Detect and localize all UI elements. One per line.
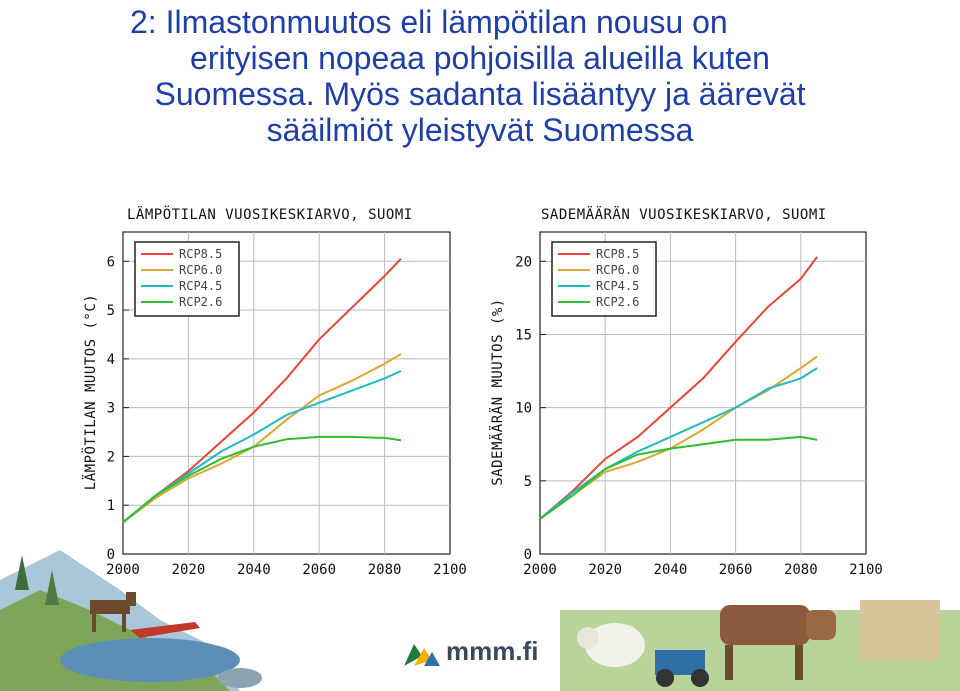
legend-label: RCP8.5 [179, 247, 222, 261]
lake [60, 638, 240, 682]
fish-icon [218, 668, 262, 688]
title-line-4: sääilmiöt yleistyvät Suomessa [266, 112, 694, 148]
x-tick-label: 2080 [368, 562, 402, 578]
y-tick-label: 1 [107, 498, 115, 514]
series-line-RCP60 [539, 355, 818, 520]
legend-label: RCP4.5 [179, 279, 222, 293]
y-axis-label: LÄMPÖTILAN MUUTOS (°C) [81, 294, 99, 490]
x-tick-label: 2000 [106, 562, 140, 578]
y-tick-label: 3 [107, 401, 115, 417]
y-tick-label: 5 [107, 303, 115, 319]
canoe-icon [130, 622, 200, 638]
y-tick-label: 20 [515, 254, 532, 270]
title-line-3: Suomessa. Myös sadanta lisääntyy ja ääre… [154, 76, 806, 112]
horse-icon [860, 600, 940, 660]
legend-label: RCP8.5 [596, 247, 639, 261]
title-line-2: erityisen nopeaa pohjoisilla alueilla ku… [190, 40, 770, 76]
x-tick-label: 2100 [849, 562, 883, 578]
series-line-RCP45 [122, 370, 402, 524]
plot-frame [122, 231, 451, 555]
y-tick-label: 0 [524, 547, 532, 563]
x-tick-label: 2040 [237, 562, 271, 578]
tree-icon [45, 570, 59, 605]
y-tick-label: 5 [524, 474, 532, 490]
series-line-RCP85 [539, 256, 818, 520]
plot-frame [539, 231, 867, 555]
x-tick-label: 2060 [719, 562, 753, 578]
legend-label: RCP4.5 [596, 279, 639, 293]
y-tick-label: 2 [107, 449, 115, 465]
y-tick-label: 4 [107, 352, 115, 368]
chart-title: LÄMPÖTILAN VUOSIKESKIARVO, SUOMI [127, 205, 413, 223]
chart-title: SADEMÄÄRÄN VUOSIKESKIARVO, SUOMI [541, 205, 827, 223]
x-tick-label: 2020 [588, 562, 622, 578]
series-line-RCP26 [539, 435, 818, 520]
series-line-RCP60 [122, 353, 402, 524]
cow-icon [720, 605, 836, 680]
legend-label: RCP2.6 [596, 295, 639, 309]
x-tick-label: 2040 [654, 562, 688, 578]
ministry-logo: mmm.fi [404, 636, 538, 667]
footer-illustration [0, 550, 960, 691]
series-line-RCP26 [122, 435, 402, 524]
x-tick-label: 2080 [784, 562, 818, 578]
y-tick-label: 15 [515, 327, 532, 343]
x-tick-label: 2000 [523, 562, 557, 578]
logo-text: mmm.fi [446, 636, 539, 666]
y-axis-label: SADEMÄÄRÄN MUUTOS (%) [488, 298, 506, 486]
series-line-RCP45 [539, 367, 818, 520]
logo-mark-icon [404, 643, 440, 666]
slide-title: 2: Ilmastonmuutos eli lämpötilan nousu o… [40, 4, 920, 148]
legend-label: RCP6.0 [179, 263, 222, 277]
legend-label: RCP2.6 [179, 295, 222, 309]
x-tick-label: 2100 [433, 562, 467, 578]
x-tick-label: 2020 [172, 562, 206, 578]
y-tick-label: 0 [107, 547, 115, 563]
chart-2: 2000 2020 2040 2060 2080 2100 0 5 10 15 20 SADEMÄÄR… [488, 205, 883, 578]
tractor-icon [655, 650, 709, 687]
chart-1: 2000 2020 2040 2060 2080 2100 0 1 2 3 4 5 6 LÄMPÖTILA… [81, 205, 467, 578]
legend-label: RCP6.0 [596, 263, 639, 277]
tree-icon [15, 555, 29, 590]
x-tick-label: 2060 [302, 562, 336, 578]
title-line-1: 2: Ilmastonmuutos eli lämpötilan nousu o… [130, 4, 728, 40]
y-tick-label: 10 [515, 401, 532, 417]
sheep-icon [577, 623, 645, 667]
y-tick-label: 6 [107, 254, 115, 270]
moose-icon [90, 592, 136, 632]
